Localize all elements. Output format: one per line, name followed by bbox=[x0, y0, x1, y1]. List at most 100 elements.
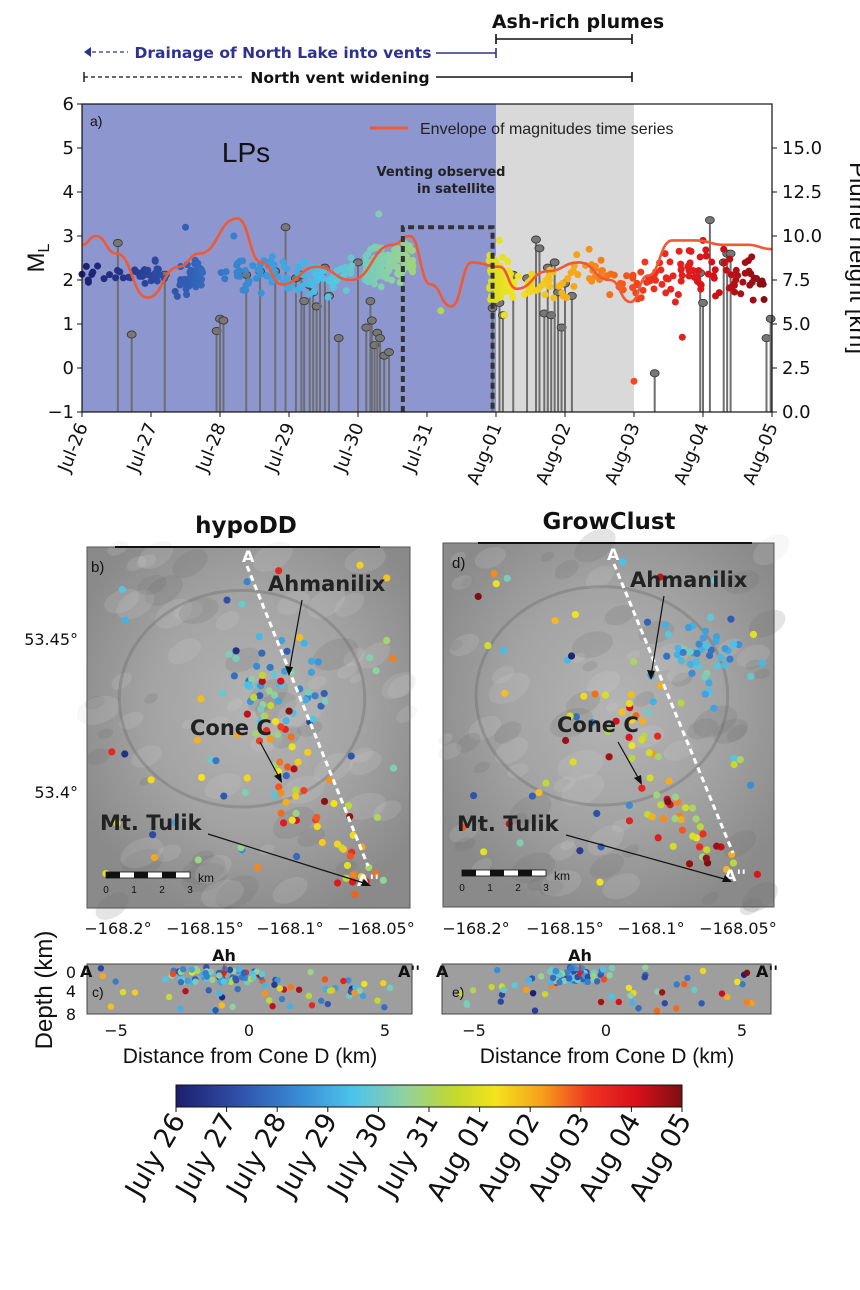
ah-marker-icon-e bbox=[576, 971, 584, 978]
magnitude-point bbox=[528, 270, 536, 278]
plume-top bbox=[705, 216, 715, 225]
magnitude-point bbox=[499, 253, 507, 261]
magnitude-point bbox=[747, 270, 755, 278]
map-event bbox=[749, 630, 758, 639]
map-event bbox=[701, 673, 709, 681]
magnitude-point bbox=[662, 289, 670, 297]
relief-shade bbox=[549, 707, 594, 738]
map-event bbox=[383, 636, 391, 645]
map-event bbox=[311, 692, 319, 700]
section-event bbox=[286, 1003, 294, 1010]
magnitude-point bbox=[558, 289, 566, 297]
relief-shade bbox=[494, 721, 522, 744]
relief-shade bbox=[172, 549, 208, 579]
plume-top bbox=[556, 323, 567, 332]
section-event bbox=[205, 987, 212, 994]
map-event bbox=[618, 708, 626, 716]
relief-shade bbox=[491, 666, 515, 684]
x-tick-label: Aug-05 bbox=[739, 420, 783, 488]
relief-shade bbox=[348, 751, 382, 776]
map-event bbox=[300, 786, 308, 795]
depth-axis-label: Depth (km) bbox=[31, 931, 58, 1050]
section-event bbox=[99, 972, 106, 980]
magnitude-point bbox=[629, 271, 637, 279]
profile-line-b bbox=[245, 565, 370, 867]
magnitude-point bbox=[298, 282, 306, 290]
relief-shade bbox=[557, 750, 604, 781]
magnitude-point bbox=[182, 223, 189, 231]
map-event bbox=[710, 704, 718, 712]
section-event bbox=[356, 987, 363, 994]
y-tick-label: 4 bbox=[63, 182, 74, 203]
panel-e: A A'' Ah e) −5 0 5 Distance from Cone D … bbox=[436, 946, 778, 1068]
section-event bbox=[584, 978, 591, 986]
relief-shade bbox=[334, 592, 365, 617]
plume-top bbox=[112, 239, 123, 248]
map-event bbox=[252, 729, 260, 737]
map-event bbox=[699, 830, 707, 838]
plume-top bbox=[384, 348, 394, 357]
magnitude-point bbox=[82, 262, 90, 270]
map-event bbox=[669, 842, 677, 850]
plume-top bbox=[311, 302, 322, 311]
map-event bbox=[490, 570, 498, 578]
magnitude-point bbox=[151, 269, 159, 277]
magnitude-point bbox=[690, 273, 698, 281]
section-event bbox=[192, 978, 199, 985]
section-event bbox=[226, 966, 234, 974]
section-event bbox=[359, 992, 367, 1000]
svg-text:0: 0 bbox=[459, 883, 465, 894]
magnitude-point bbox=[506, 270, 514, 278]
relief-shade bbox=[215, 875, 259, 910]
section-event bbox=[494, 966, 501, 974]
map-event bbox=[688, 669, 696, 677]
map-event bbox=[566, 712, 574, 720]
section-event bbox=[457, 990, 465, 997]
y-tick-label: 1 bbox=[63, 314, 74, 335]
section-event bbox=[635, 1004, 642, 1012]
relief-shade bbox=[540, 551, 555, 562]
colorbar-gradient bbox=[175, 1084, 683, 1108]
relief-shade bbox=[602, 873, 641, 900]
magnitude-point bbox=[500, 311, 508, 319]
magnitude-point bbox=[495, 236, 503, 244]
map-event bbox=[339, 845, 348, 853]
magnitude-point bbox=[748, 278, 756, 286]
magnitude-point bbox=[641, 258, 649, 266]
map-event bbox=[569, 758, 577, 766]
map-event bbox=[302, 696, 310, 704]
map-event bbox=[571, 610, 579, 619]
map-event bbox=[250, 693, 258, 701]
section-event bbox=[207, 968, 214, 976]
y2-axis-label: Plume height [km] bbox=[844, 162, 860, 354]
section-event bbox=[497, 998, 504, 1005]
ash-plumes-label: Ash-rich plumes bbox=[492, 11, 664, 33]
map-event bbox=[677, 656, 685, 665]
map-event bbox=[292, 786, 300, 794]
section-event bbox=[469, 987, 477, 994]
map-event bbox=[686, 648, 694, 656]
relief-shade bbox=[86, 748, 111, 765]
magnitude-point bbox=[268, 253, 276, 261]
magnitude-point bbox=[241, 266, 249, 274]
map-event bbox=[225, 650, 233, 658]
svg-text:km: km bbox=[554, 869, 570, 883]
svg-text:c): c) bbox=[92, 984, 104, 1000]
relief-shade bbox=[119, 711, 144, 730]
legend-label: Envelope of magnitudes time series bbox=[420, 121, 673, 138]
map-event bbox=[330, 799, 338, 808]
map-event bbox=[333, 840, 342, 848]
svg-text:1: 1 bbox=[131, 885, 137, 896]
relief-shade bbox=[387, 674, 417, 699]
map-event bbox=[257, 705, 265, 713]
map-event bbox=[351, 890, 359, 898]
svg-text:3: 3 bbox=[543, 883, 549, 894]
map-event bbox=[736, 755, 744, 764]
map-event bbox=[147, 776, 155, 784]
venting-label-2: in satellite bbox=[417, 182, 495, 197]
section-event bbox=[629, 999, 636, 1006]
section-event bbox=[216, 972, 223, 979]
magnitude-point bbox=[696, 280, 704, 288]
magnitude-point bbox=[749, 296, 757, 304]
